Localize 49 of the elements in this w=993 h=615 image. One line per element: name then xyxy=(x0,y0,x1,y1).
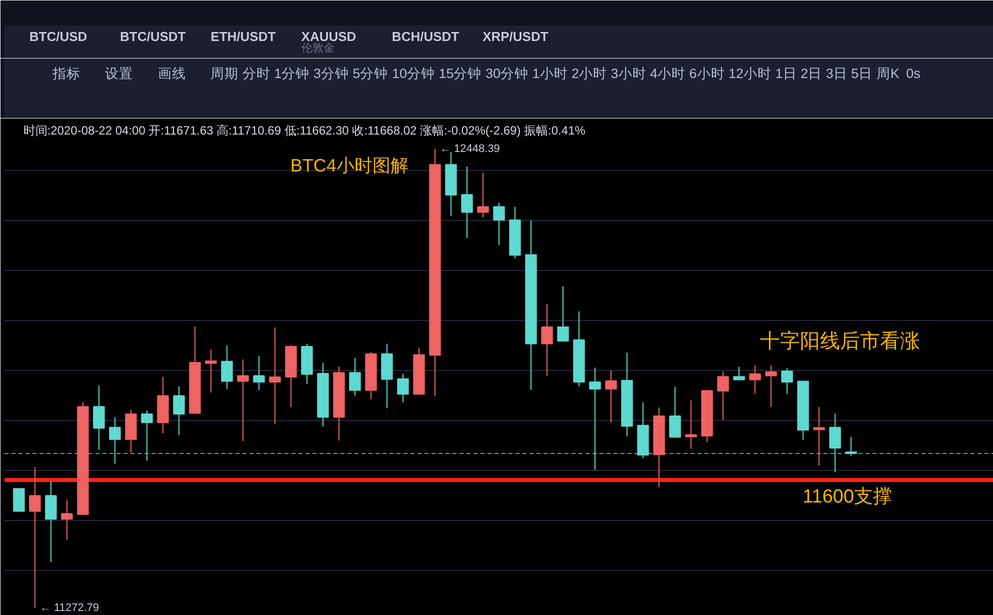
candlestick xyxy=(781,367,793,395)
ref-line-label: 11600支撑 xyxy=(802,486,892,508)
candlestick xyxy=(557,286,569,342)
candlestick xyxy=(477,172,489,218)
text: 指标 xyxy=(51,66,80,81)
annotation: ← 12448.39 xyxy=(440,142,500,155)
candlestick xyxy=(221,344,233,390)
candlestick xyxy=(765,365,777,408)
candlestick xyxy=(29,466,41,608)
candlestick xyxy=(829,413,841,473)
candlestick xyxy=(93,385,105,450)
candlestick xyxy=(397,373,409,403)
candlestick xyxy=(845,436,857,456)
candlestick xyxy=(13,488,25,512)
text: 周期 分时 1分钟 3分钟 5分钟 10分钟 15分钟 30分钟 1小时 2小时 3小时 4小时 6小时 12小时 1日 2日 3日 5日 周K xyxy=(210,66,900,81)
candlestick xyxy=(45,481,57,563)
candlestick xyxy=(685,400,697,450)
candlestick xyxy=(813,406,825,466)
text: XRP/USDT xyxy=(482,29,548,44)
candlestick xyxy=(173,386,185,436)
annotation: 十字阳线后市看涨 xyxy=(760,330,920,353)
candlestick xyxy=(717,370,729,420)
candlestick xyxy=(589,367,601,470)
candlestick xyxy=(605,370,617,424)
candlestick xyxy=(205,349,217,394)
text: BTC/USD xyxy=(29,29,88,44)
candlestick xyxy=(541,303,553,376)
text: ETH/USDT xyxy=(210,29,276,44)
candlestick xyxy=(237,358,249,442)
candlestick xyxy=(141,410,153,462)
candlestick xyxy=(669,386,681,438)
text: 0s xyxy=(906,66,921,81)
candlestick xyxy=(109,416,121,464)
candlestick xyxy=(253,355,265,391)
chart-subtitle: 时间:2020-08-22 04:00 开:11671.63 高:11710.69 低:11662.30 收:11668.02 涨幅:-0.02%(-2.69) 振幅:0.41% xyxy=(23,123,586,138)
text: BTC/USDT xyxy=(120,29,186,44)
candlestick xyxy=(61,499,73,540)
candlestick xyxy=(269,326,281,425)
text: XAUUSD 伦敦金 xyxy=(301,29,356,54)
candlestick xyxy=(461,166,473,238)
candlestick xyxy=(493,202,505,246)
candlestick xyxy=(749,365,761,394)
candlestick xyxy=(349,357,361,396)
text: BCH/USDT xyxy=(392,29,460,44)
candlestick xyxy=(733,366,745,381)
text: 画线 xyxy=(158,66,186,81)
annotation: ← 11272.79 xyxy=(40,602,100,614)
text: BTC4小时图解 xyxy=(290,156,408,176)
text: 设置 xyxy=(105,66,134,81)
